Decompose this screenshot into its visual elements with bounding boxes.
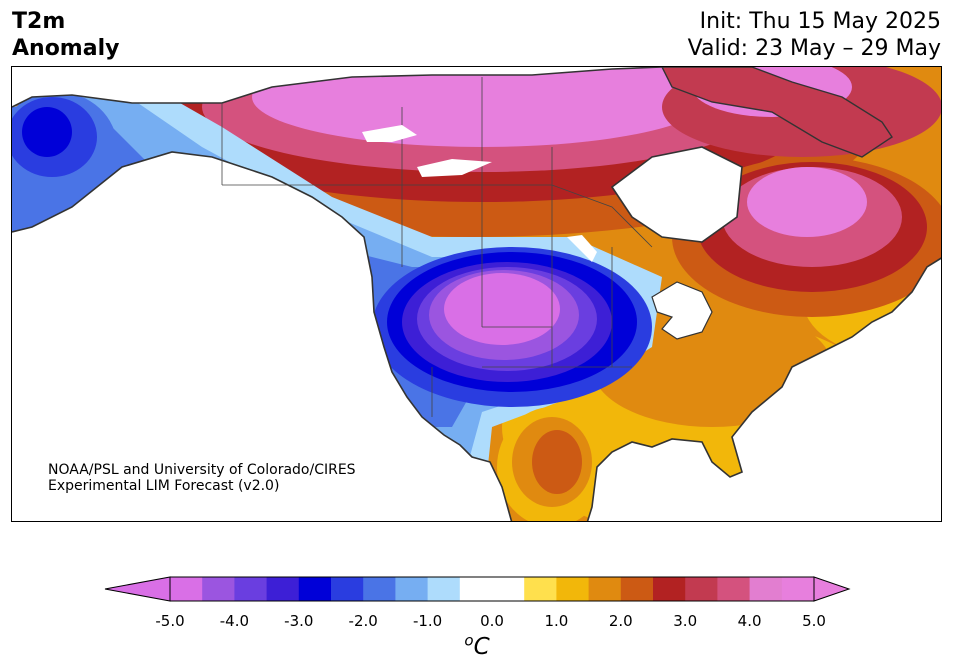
colorbar-segment bbox=[427, 577, 461, 601]
colorbar-under-arrow bbox=[104, 576, 171, 602]
colorbar-segment bbox=[363, 577, 396, 601]
lake-winnipeg bbox=[567, 235, 597, 262]
colorbar-tick-label: -4.0 bbox=[219, 612, 250, 630]
init-date: Init: Thu 15 May 2025 bbox=[699, 9, 941, 34]
map-title: T2m Anomaly bbox=[12, 8, 119, 62]
colorbar-segment bbox=[492, 577, 525, 601]
colorbar-tick-label: 3.0 bbox=[673, 612, 698, 630]
great-bear-lake bbox=[362, 125, 417, 142]
greenland bbox=[661, 67, 893, 158]
colorbar bbox=[104, 576, 851, 602]
colorbar-segment bbox=[620, 577, 654, 601]
credit-line-2: Experimental LIM Forecast (v2.0) bbox=[48, 478, 280, 494]
colorbar-segment bbox=[524, 577, 557, 601]
colorbar-segment bbox=[749, 577, 783, 601]
credit-line-1: NOAA/PSL and University of Colorado/CIRE… bbox=[48, 462, 356, 478]
colorbar-over-arrow bbox=[813, 576, 851, 602]
colorbar-segment bbox=[781, 577, 815, 601]
colorbar-tick-label: 2.0 bbox=[608, 612, 633, 630]
colorbar-frame bbox=[169, 576, 815, 602]
colorbar-segment bbox=[202, 577, 235, 601]
colorbar-segment bbox=[556, 577, 590, 601]
colorbar-tick-label: -5.0 bbox=[155, 612, 185, 630]
colorbar-tick-label: -3.0 bbox=[284, 612, 314, 630]
colorbar-segment bbox=[588, 577, 622, 601]
anomaly-map-svg bbox=[12, 67, 941, 521]
colorbar-tick-label: -1.0 bbox=[412, 612, 443, 630]
colorbar-segment bbox=[331, 577, 364, 601]
colorbar-tick-label: 4.0 bbox=[737, 612, 762, 630]
colorbar-tick-label: 1.0 bbox=[544, 612, 569, 630]
colorbar-segment bbox=[298, 577, 332, 601]
colorbar-segment bbox=[395, 577, 429, 601]
colorbar-segment bbox=[653, 577, 686, 601]
great-slave-lake bbox=[417, 159, 492, 177]
units-label: oC bbox=[464, 631, 489, 660]
hudson-bay bbox=[610, 146, 743, 243]
colorbar-segment bbox=[685, 577, 718, 601]
valid-range: Valid: 23 May – 29 May bbox=[687, 36, 941, 61]
anomaly-fill bbox=[12, 67, 941, 521]
title-line-1: T2m bbox=[12, 9, 66, 34]
anomaly-map bbox=[11, 66, 942, 522]
colorbar-segment bbox=[717, 577, 751, 601]
units-text: oC bbox=[464, 631, 490, 660]
great-lakes bbox=[651, 281, 713, 340]
colorbar-segment bbox=[170, 577, 203, 601]
colorbar-tick-label: 5.0 bbox=[802, 612, 826, 630]
colorbar-tick-label: -2.0 bbox=[348, 612, 378, 630]
colorbar-segment bbox=[266, 577, 300, 601]
coastline bbox=[12, 67, 941, 521]
colorbar-segment bbox=[234, 577, 268, 601]
title-line-2: Anomaly bbox=[12, 36, 120, 61]
credit-text: NOAA/PSL and University of Colorado/CIRE… bbox=[48, 462, 356, 494]
borders bbox=[221, 77, 653, 417]
forecast-dates: Init: Thu 15 May 2025 Valid: 23 May – 29… bbox=[688, 8, 941, 62]
colorbar-tick-label: 0.0 bbox=[480, 612, 504, 630]
colorbar-segment bbox=[459, 577, 493, 601]
